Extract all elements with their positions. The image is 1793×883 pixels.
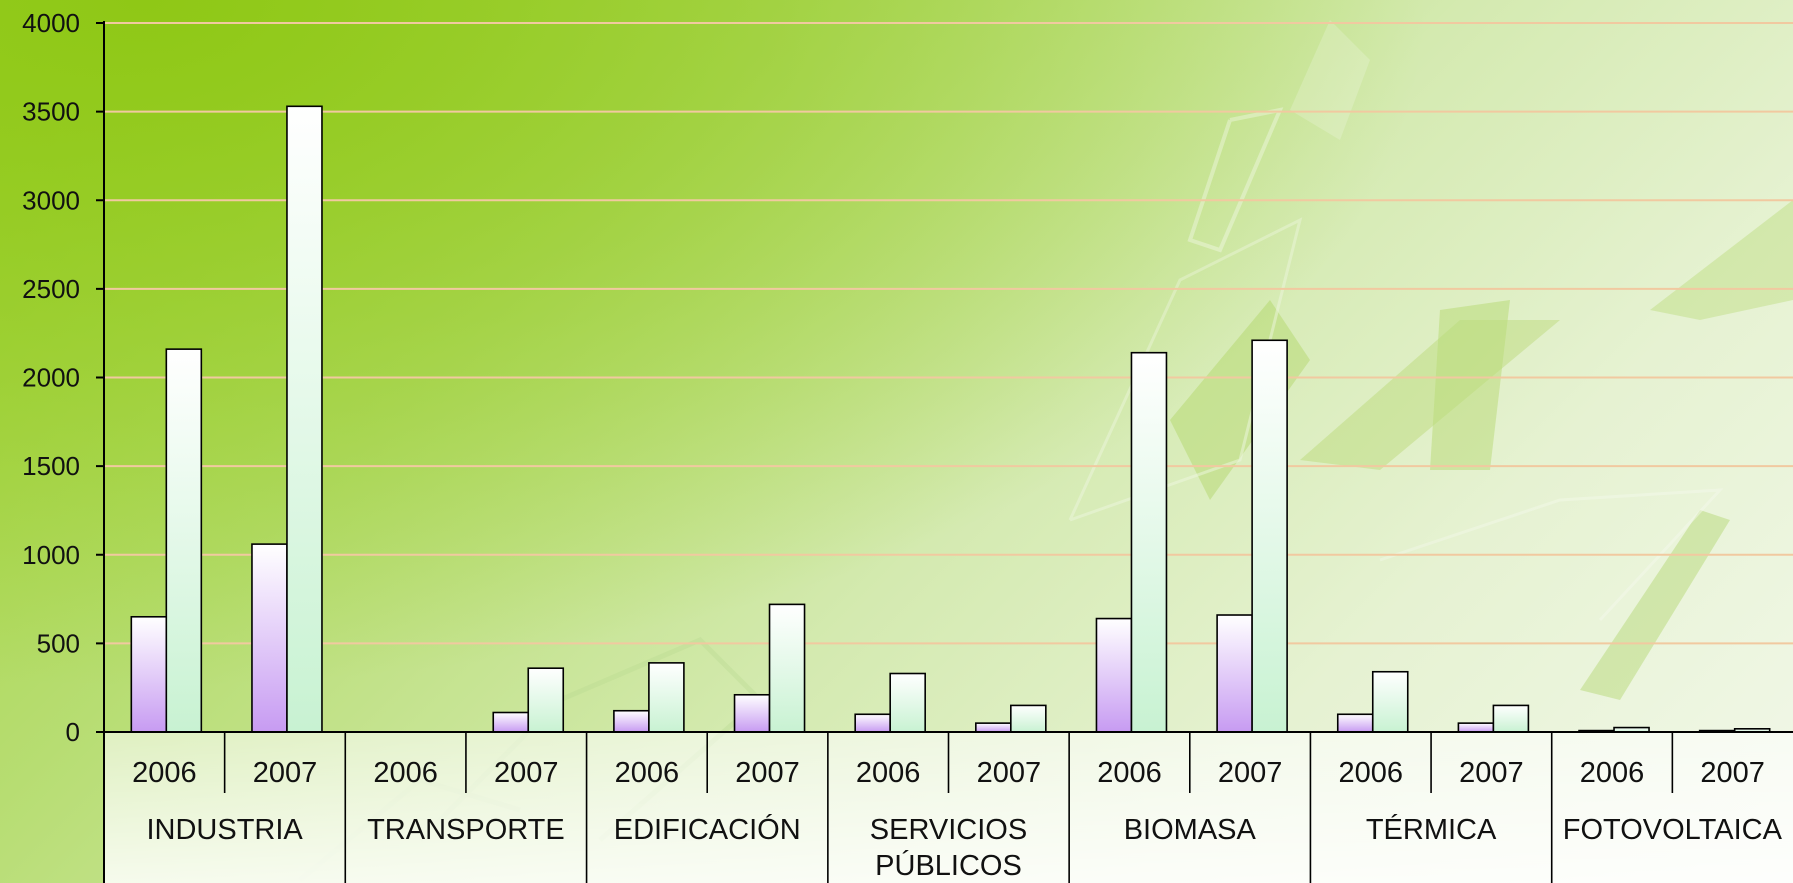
category-labels: 2006 2007 INDUSTRIA 2006 2007 TRANSPORTE 2006 2… <box>132 757 1783 882</box>
y-tick-label: 3000 <box>22 185 80 215</box>
year-label: 2007 <box>977 757 1042 789</box>
bar-biomasa-2006-s0 <box>1095 617 1133 733</box>
bar-térmica-2007-s0 <box>1457 722 1495 733</box>
category-label: TÉRMICA <box>1366 813 1497 846</box>
year-label: 2006 <box>373 757 438 789</box>
year-label: 2006 <box>856 757 921 789</box>
bar-industria-2007-s1 <box>286 105 323 733</box>
bar-transporte-2007-s1 <box>527 667 565 733</box>
year-label: 2006 <box>615 757 680 789</box>
year-label: 2007 <box>1459 757 1524 789</box>
y-tick-label: 4000 <box>22 8 80 38</box>
bar-térmica-2007-s1 <box>1492 704 1530 733</box>
year-label: 2006 <box>1580 757 1645 789</box>
bar-servicios-públicos-2006-s1 <box>889 672 926 733</box>
bar-servicios-públicos-2007-s0 <box>975 722 1012 733</box>
gridlines <box>104 22 1793 645</box>
bar-servicios-públicos-2006-s0 <box>854 713 891 733</box>
year-label: 2007 <box>253 757 318 789</box>
y-tick-label: 2500 <box>22 274 80 304</box>
y-tick-labels: 0 500 1000 1500 2000 2500 3000 3500 4000 <box>22 8 104 747</box>
category-label: FOTOVOLTAICA <box>1563 814 1783 846</box>
category-label: INDUSTRIA <box>146 814 303 846</box>
bar-térmica-2006-s0 <box>1336 713 1374 733</box>
bar-industria-2006-s1 <box>165 348 203 733</box>
y-tick-label: 3500 <box>22 97 80 127</box>
bar-transporte-2007-s0 <box>492 711 530 733</box>
y-tick-label: 500 <box>37 628 80 658</box>
bar-servicios-públicos-2007-s1 <box>1010 704 1047 733</box>
year-label: 2006 <box>132 757 197 789</box>
year-label: 2007 <box>1218 757 1283 789</box>
y-tick-label: 1500 <box>22 451 80 481</box>
y-tick-label: 2000 <box>22 363 80 393</box>
year-label: 2007 <box>494 757 559 789</box>
bar-biomasa-2007-s0 <box>1216 614 1253 733</box>
year-label: 2006 <box>1097 757 1162 789</box>
bar-industria-2007-s0 <box>251 543 288 733</box>
bar-biomasa-2006-s1 <box>1130 351 1168 733</box>
y-tick-label: 0 <box>66 717 80 747</box>
bar-edificación-2007-s1 <box>768 603 806 733</box>
year-label: 2007 <box>1700 757 1765 789</box>
bars <box>130 105 1771 733</box>
bar-edificación-2006-s1 <box>648 662 685 733</box>
bar-térmica-2006-s1 <box>1371 670 1409 733</box>
category-label: PÚBLICOS <box>875 849 1022 882</box>
y-tick-label: 1000 <box>22 540 80 570</box>
bar-biomasa-2007-s1 <box>1251 339 1288 733</box>
year-label: 2007 <box>735 757 800 789</box>
category-label: SERVICIOS <box>870 814 1027 846</box>
category-label: TRANSPORTE <box>367 814 565 846</box>
bar-industria-2006-s0 <box>130 615 168 733</box>
axes <box>96 21 1793 883</box>
bar-edificación-2006-s0 <box>613 709 650 733</box>
bar-edificación-2007-s0 <box>733 693 771 733</box>
category-label: EDIFICACIÓN <box>614 813 801 846</box>
category-label: BIOMASA <box>1124 814 1257 846</box>
year-label: 2006 <box>1338 757 1403 789</box>
